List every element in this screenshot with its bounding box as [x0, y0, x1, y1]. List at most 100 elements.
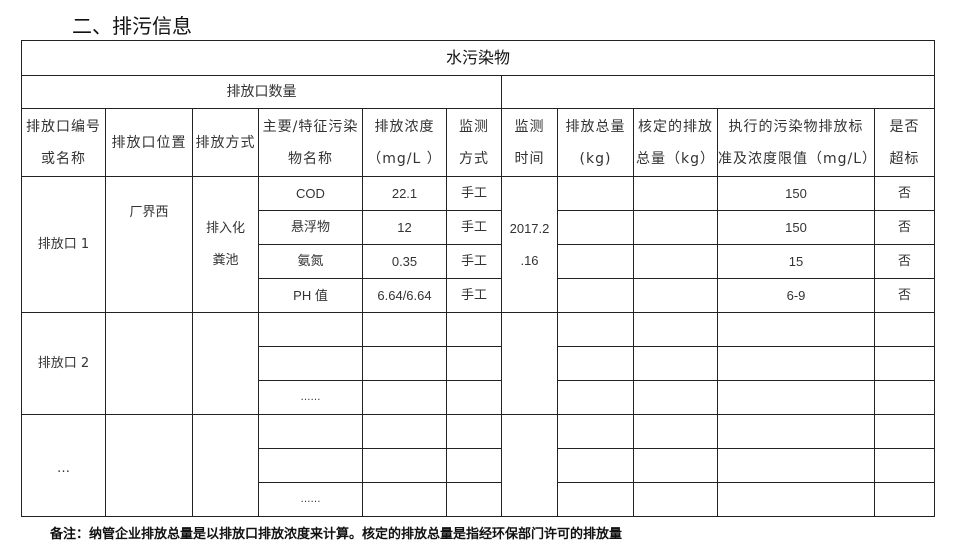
monitor-time — [501, 414, 558, 517]
concentration — [362, 312, 447, 347]
standard-limit — [717, 482, 875, 517]
col-header-exceed: 是否 超标 — [874, 108, 935, 177]
concentration: 12 — [362, 210, 447, 245]
outlet-method — [192, 414, 259, 517]
exceed-flag: 否 — [874, 210, 935, 245]
approved-total — [633, 380, 718, 415]
monitor-method — [446, 312, 502, 347]
standard-limit: 150 — [717, 176, 875, 211]
total-amount — [557, 482, 634, 517]
outlet-location: 厂界西 — [105, 176, 193, 313]
col-header-location: 排放口位置 — [105, 108, 193, 177]
exceed-flag — [874, 312, 935, 347]
total-amount — [557, 312, 634, 347]
col-header-approved-total: 核定的排放 总量（kg） — [633, 108, 718, 177]
footnote-label: 备注： — [50, 527, 90, 542]
table-row: 排放口 2 — [21, 312, 935, 415]
col-header-method: 排放方式 — [192, 108, 259, 177]
concentration: 0.35 — [362, 244, 447, 279]
standard-limit: 150 — [717, 210, 875, 245]
approved-total — [633, 176, 718, 211]
table-row: … — [21, 414, 935, 517]
pollutant-name: …… — [258, 482, 363, 517]
exceed-flag: 否 — [874, 176, 935, 211]
footnote: 备注：纳管企业排放总量是以排放口排放浓度来计算。核定的排放总量是指经环保部门许可… — [50, 523, 622, 542]
table-row: 氨氮 0.35 手工 15 否 — [22, 244, 935, 279]
outlet-name: 排放口 2 — [21, 312, 106, 415]
total-amount — [557, 448, 634, 483]
concentration — [362, 414, 447, 449]
approved-total — [633, 244, 718, 279]
monitor-method: 手工 — [446, 176, 502, 211]
section-title: 二、排污信息 — [72, 14, 192, 38]
standard-limit: 6-9 — [717, 278, 875, 313]
header-row: 排放口编号 或名称 排放口位置 排放方式 主要/特征污染 物名称 排放浓度 （mg/L… — [21, 108, 935, 177]
monitor-method — [446, 414, 502, 449]
monitor-method: 手工 — [446, 210, 502, 245]
pollutant-name — [258, 448, 363, 483]
outlet-method — [192, 312, 259, 415]
pollutant-name: 氨氮 — [258, 244, 363, 279]
outlet-name: 排放口 1 — [21, 176, 106, 313]
col-header-pollutant: 主要/特征污染 物名称 — [258, 108, 363, 177]
col-header-total: 排放总量 (kg) — [557, 108, 634, 177]
col-header-concentration: 排放浓度 （mg/L ） — [362, 108, 447, 177]
concentration — [362, 482, 447, 517]
pollutant-name: COD — [258, 176, 363, 211]
standard-limit — [717, 380, 875, 415]
pollutant-name: …… — [258, 380, 363, 415]
monitor-method: 手工 — [446, 244, 502, 279]
approved-total — [633, 448, 718, 483]
col-header-standard-limit: 执行的污染物排放标 准及浓度限值（mg/L） — [717, 108, 875, 177]
outlet-method: 排入化 粪池 — [192, 176, 259, 313]
outlet-name: … — [21, 414, 106, 517]
total-amount — [557, 414, 634, 449]
monitor-method — [446, 346, 502, 381]
table-row: 排放口 1 厂界西 排入化 粪池 COD 22.1 手工 2017.2.16 15… — [21, 176, 935, 313]
pollutant-name — [258, 414, 363, 449]
approved-total — [633, 278, 718, 313]
exceed-flag — [874, 380, 935, 415]
pollutant-name: 悬浮物 — [258, 210, 363, 245]
col-header-monitor-method: 监测 方式 — [446, 108, 502, 177]
concentration — [362, 380, 447, 415]
total-amount — [557, 176, 634, 211]
table-row: 悬浮物 12 手工 150 否 — [22, 210, 935, 245]
monitor-time — [501, 312, 558, 415]
pollutant-name — [258, 346, 363, 381]
table-title: 水污染物 — [21, 40, 935, 76]
exceed-flag: 否 — [874, 244, 935, 279]
monitor-method: 手工 — [446, 278, 502, 313]
approved-total — [633, 346, 718, 381]
exceed-flag: 否 — [874, 278, 935, 313]
exceed-flag — [874, 414, 935, 449]
approved-total — [633, 414, 718, 449]
table-row: …… — [22, 482, 935, 517]
exceed-flag — [874, 482, 935, 517]
total-amount — [557, 346, 634, 381]
approved-total — [633, 482, 718, 517]
standard-limit — [717, 414, 875, 449]
standard-limit — [717, 312, 875, 347]
standard-limit — [717, 448, 875, 483]
approved-total — [633, 210, 718, 245]
total-amount — [557, 380, 634, 415]
monitor-method — [446, 448, 502, 483]
concentration: 22.1 — [362, 176, 447, 211]
total-amount — [557, 210, 634, 245]
exceed-flag — [874, 346, 935, 381]
standard-limit — [717, 346, 875, 381]
col-header-monitor-time: 监测 时间 — [501, 108, 558, 177]
pollutant-name: PH 值 — [258, 278, 363, 313]
concentration: 6.64/6.64 — [362, 278, 447, 313]
monitor-time: 2017.2.16 — [501, 176, 558, 313]
outlet-location — [105, 414, 193, 517]
total-amount — [557, 278, 634, 313]
total-amount — [557, 244, 634, 279]
table-row: PH 值 6.64/6.64 手工 6-9 否 — [22, 278, 935, 313]
col-header-outlet-id: 排放口编号 或名称 — [21, 108, 106, 177]
water-pollutant-table: 水污染物 排放口数量 排放口编号 或名称 排放口位置 排放方式 主要/特征污染 物名… — [21, 40, 935, 517]
outlet-count-label: 排放口数量 — [21, 75, 502, 109]
outlet-location — [105, 312, 193, 415]
monitor-method — [446, 380, 502, 415]
